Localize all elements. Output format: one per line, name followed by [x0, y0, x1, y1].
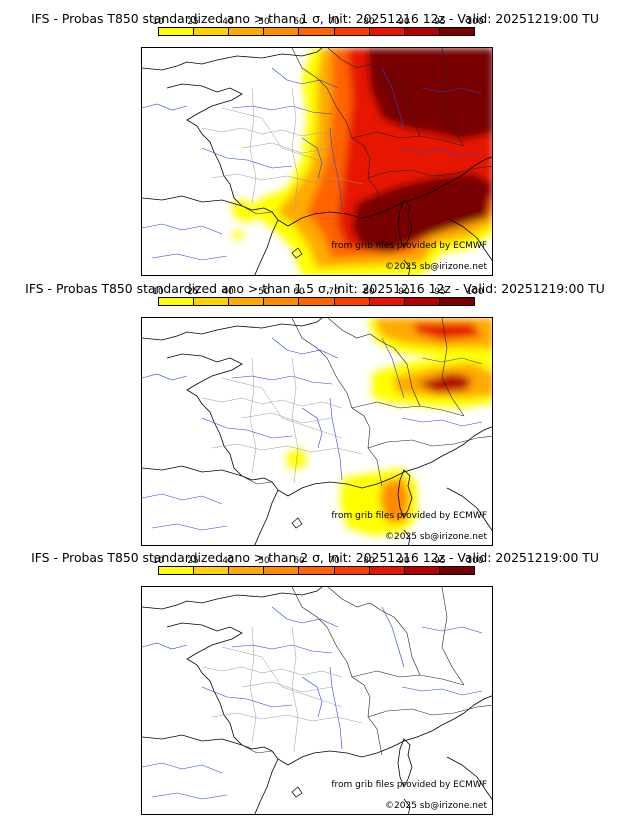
- panel-title: IFS - Probas T850 standardized ano > tha…: [25, 281, 605, 296]
- colorbar-label: 100: [466, 17, 484, 27]
- credit-copyright: ©2025 sb@irizone.net: [385, 532, 487, 542]
- colorbar-segment: [264, 298, 300, 305]
- credit-copyright: ©2025 sb@irizone.net: [385, 262, 487, 272]
- colorbar-segment: [299, 567, 335, 574]
- colorbar-segment: [404, 28, 440, 35]
- colorbar-segment: [264, 28, 300, 35]
- colorbar-label: 80: [363, 556, 375, 566]
- colorbar-label: 95: [434, 17, 446, 27]
- colorbar-label: 40: [222, 556, 234, 566]
- colorbar-label: 70: [328, 287, 340, 297]
- colorbar-segment: [369, 28, 405, 35]
- colorbar-label: 50: [258, 17, 270, 27]
- colorbar-segment: [194, 28, 230, 35]
- colorbar-segment: [194, 298, 230, 305]
- colorbar-label: 70: [328, 17, 340, 27]
- credit-source: from grib files provided by ECMWF: [331, 241, 487, 251]
- colorbar-label: 80: [363, 287, 375, 297]
- panel-title: IFS - Probas T850 standardized ano > tha…: [31, 11, 599, 26]
- colorbar-segment: [229, 567, 265, 574]
- colorbar-label: 40: [222, 17, 234, 27]
- panel-title: IFS - Probas T850 standardized ano > tha…: [31, 550, 599, 565]
- colorbar-segment: [229, 298, 265, 305]
- colorbar-segment: [194, 567, 230, 574]
- colorbar-label: 10: [152, 556, 164, 566]
- colorbar-label: 90: [398, 287, 410, 297]
- probability-map: from grib files provided by ECMWF ©2025 …: [141, 317, 493, 546]
- colorbar-segment: [334, 567, 370, 574]
- colorbar-segment: [264, 567, 300, 574]
- colorbar-label: 95: [434, 556, 446, 566]
- colorbar-segment: [369, 567, 405, 574]
- colorbar-segment: [159, 28, 195, 35]
- probability-map: from grib files provided by ECMWF ©2025 …: [141, 586, 493, 815]
- colorbar-label: 50: [258, 556, 270, 566]
- colorbar: [158, 27, 475, 36]
- colorbar-segment: [369, 298, 405, 305]
- colorbar-labels: 10 25 40 50 60 70 80 90 95 100: [0, 556, 630, 566]
- colorbar-segment: [334, 298, 370, 305]
- colorbar-segment: [159, 298, 195, 305]
- colorbar-label: 100: [466, 287, 484, 297]
- colorbar: [158, 297, 475, 306]
- colorbar-label: 90: [398, 556, 410, 566]
- colorbar-label: 10: [152, 17, 164, 27]
- colorbar-segment: [439, 567, 474, 574]
- colorbar-segment: [439, 28, 474, 35]
- colorbar-label: 90: [398, 17, 410, 27]
- colorbar-segment: [404, 567, 440, 574]
- colorbar-segment: [299, 298, 335, 305]
- credit-source: from grib files provided by ECMWF: [331, 511, 487, 521]
- colorbar-label: 60: [293, 287, 305, 297]
- colorbar-label: 50: [258, 287, 270, 297]
- colorbar-segment: [404, 298, 440, 305]
- colorbar-label: 70: [328, 556, 340, 566]
- colorbar-label: 10: [152, 287, 164, 297]
- colorbar-label: 95: [434, 287, 446, 297]
- map-canvas: [142, 318, 492, 545]
- colorbar-label: 25: [187, 287, 199, 297]
- colorbar-label: 40: [222, 287, 234, 297]
- panel-3: IFS - Probas T850 standardized ano > tha…: [0, 539, 630, 815]
- panel-2: IFS - Probas T850 standardized ano > tha…: [0, 270, 630, 546]
- colorbar-labels: 10 25 40 50 60 70 80 90 95 100: [0, 17, 630, 27]
- colorbar-segment: [229, 28, 265, 35]
- colorbar: [158, 566, 475, 575]
- credit-copyright: ©2025 sb@irizone.net: [385, 801, 487, 811]
- colorbar-label: 80: [363, 17, 375, 27]
- map-canvas: [142, 48, 492, 275]
- colorbar-label: 25: [187, 17, 199, 27]
- colorbar-label: 100: [466, 556, 484, 566]
- colorbar-label: 25: [187, 556, 199, 566]
- colorbar-labels: 10 25 40 50 60 70 80 90 95 100: [0, 287, 630, 297]
- colorbar-label: 60: [293, 17, 305, 27]
- probability-map: from grib files provided by ECMWF ©2025 …: [141, 47, 493, 276]
- colorbar-segment: [439, 298, 474, 305]
- panel-1: IFS - Probas T850 standardized ano > tha…: [0, 0, 630, 276]
- colorbar-segment: [159, 567, 195, 574]
- colorbar-segment: [334, 28, 370, 35]
- credit-source: from grib files provided by ECMWF: [331, 780, 487, 790]
- colorbar-label: 60: [293, 556, 305, 566]
- colorbar-segment: [299, 28, 335, 35]
